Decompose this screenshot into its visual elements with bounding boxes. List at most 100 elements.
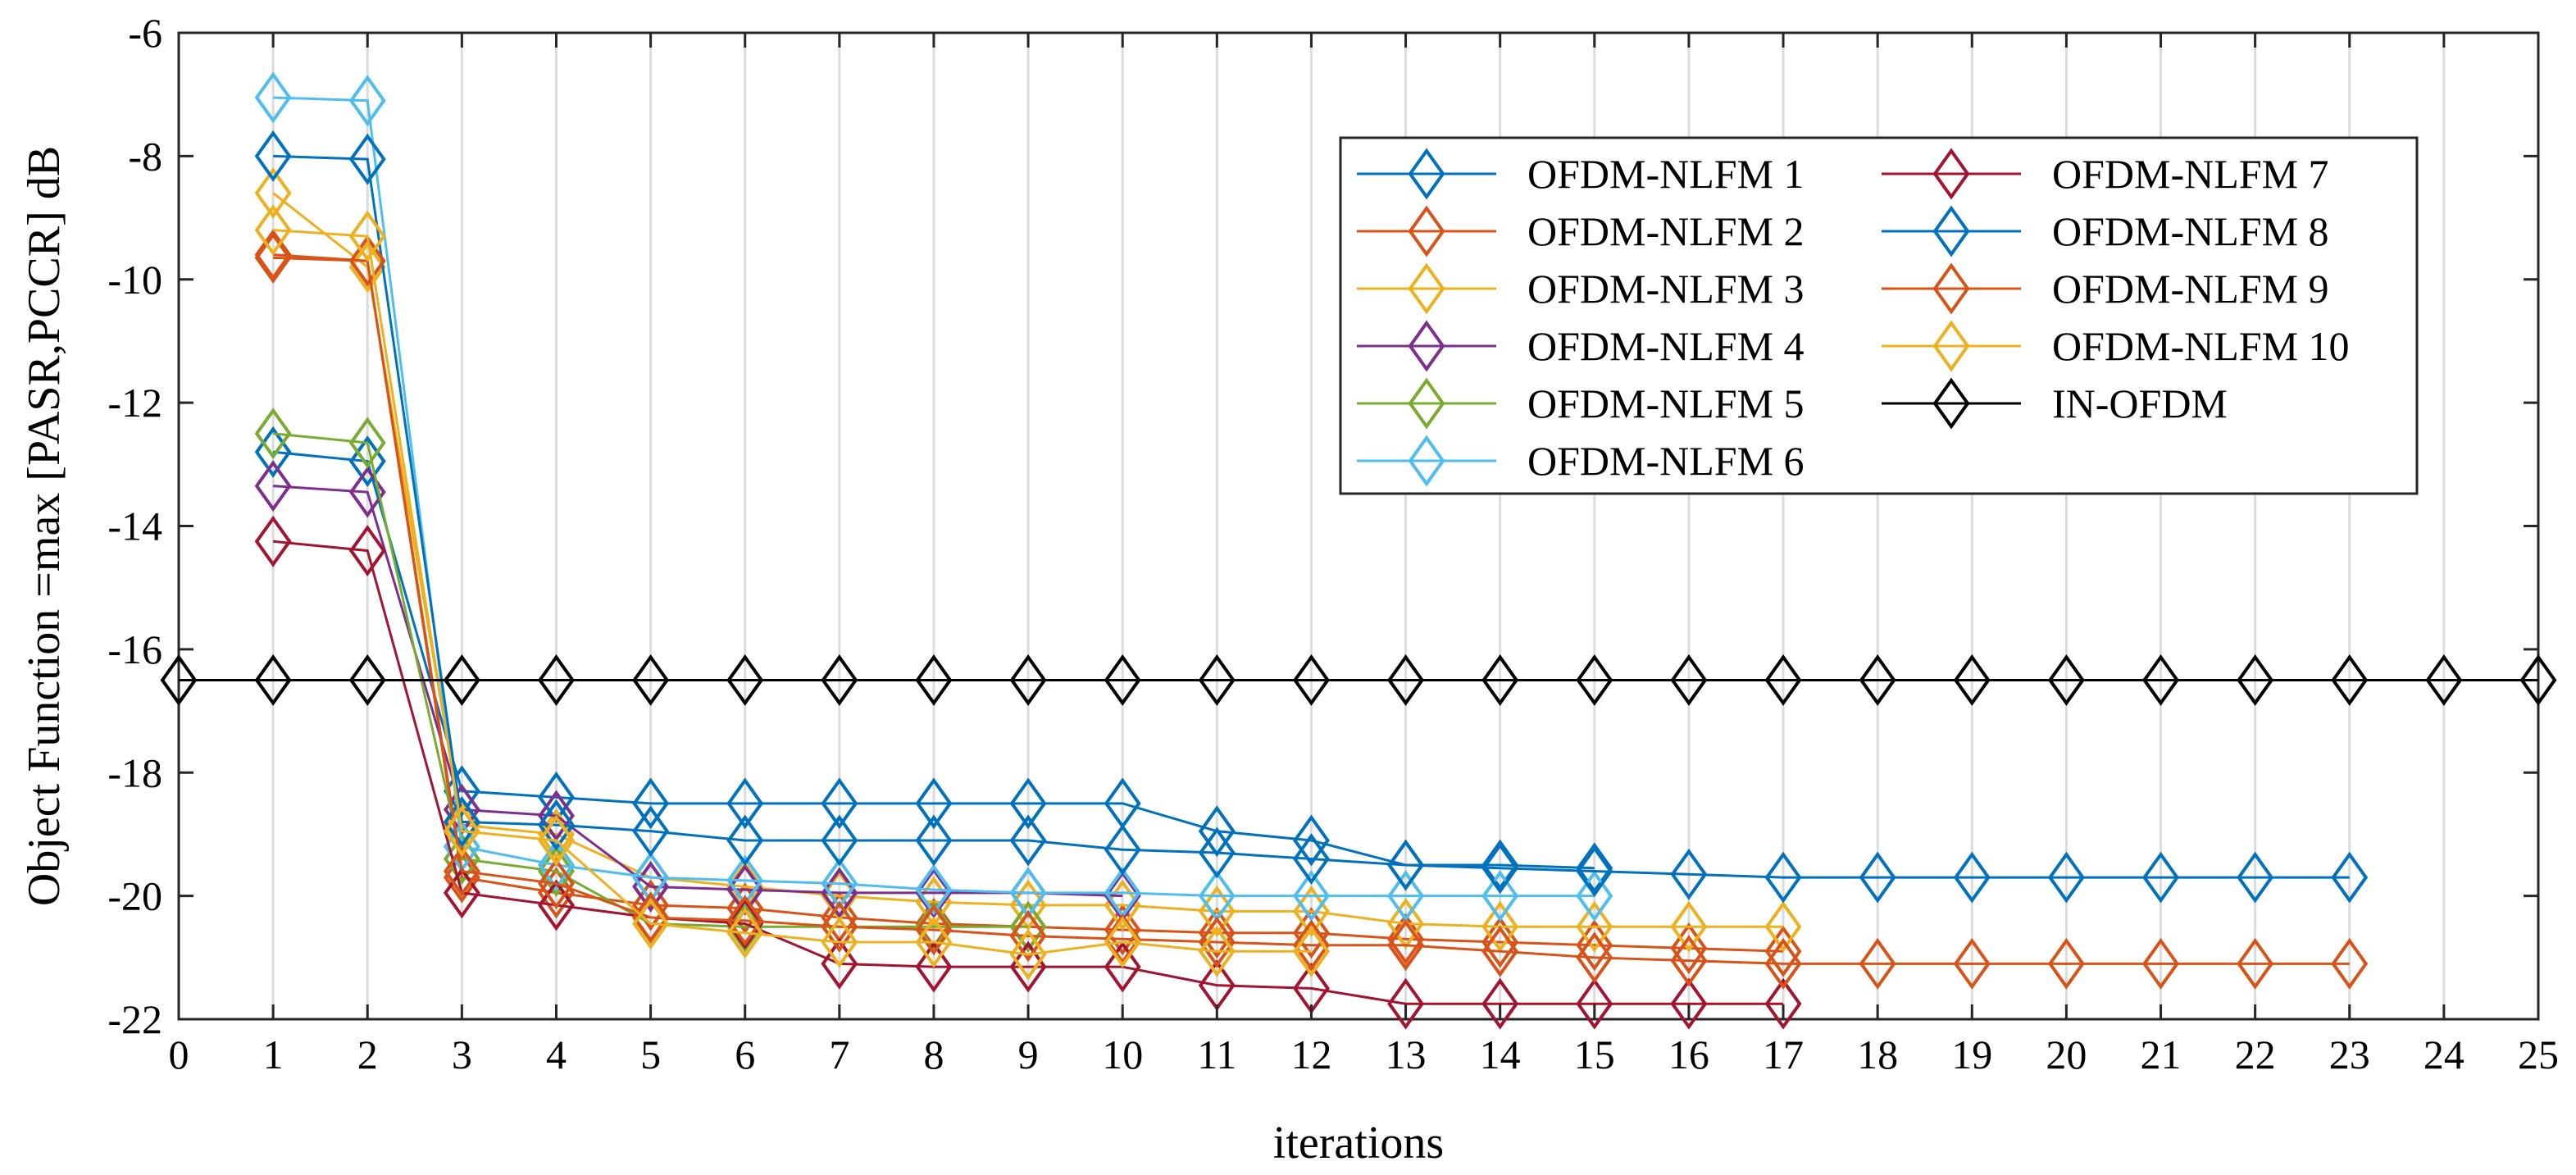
x-tick-label: 23 xyxy=(2329,1032,2370,1077)
legend-label: OFDM-NLFM 5 xyxy=(1527,380,1805,426)
data-point-marker xyxy=(1481,839,1519,891)
data-point-marker xyxy=(1292,870,1330,922)
x-tick-label: 1 xyxy=(263,1032,284,1077)
data-point-marker xyxy=(348,75,386,127)
data-point-marker xyxy=(538,858,575,910)
data-point-marker xyxy=(1009,928,1047,981)
data-point-marker xyxy=(1481,870,1519,922)
x-tick-label: 10 xyxy=(1102,1032,1143,1077)
x-tick-label: 9 xyxy=(1018,1032,1039,1077)
data-point-marker xyxy=(348,525,386,577)
data-point-marker xyxy=(254,229,292,281)
data-point-marker xyxy=(1104,913,1141,965)
legend-item: OFDM-NLFM 4 xyxy=(1357,320,1805,372)
legend-marker xyxy=(1932,148,1970,200)
legend-marker xyxy=(1408,205,1445,257)
data-point-marker xyxy=(1387,870,1425,922)
legend-box xyxy=(1339,136,2419,495)
data-point-marker xyxy=(1670,922,1708,974)
legend-item: OFDM-NLFM 7 xyxy=(1882,148,2329,200)
data-point-marker xyxy=(1104,823,1141,876)
data-point-marker xyxy=(726,898,764,950)
data-point-marker xyxy=(443,795,480,848)
data-point-marker xyxy=(915,876,953,928)
data-point-marker xyxy=(348,133,386,185)
data-point-marker xyxy=(1576,931,1613,984)
series-7 xyxy=(254,130,2369,904)
data-point-marker xyxy=(632,898,670,950)
data-point-marker xyxy=(1198,907,1236,959)
x-tick-label: 12 xyxy=(1290,1032,1331,1077)
data-point-marker xyxy=(1481,842,1519,895)
data-point-marker xyxy=(1104,654,1141,706)
y-tick-label: -20 xyxy=(107,873,162,919)
data-point-marker xyxy=(632,805,670,858)
data-point-marker xyxy=(2425,654,2463,706)
data-point-marker xyxy=(1104,940,1141,993)
legend-marker xyxy=(1408,262,1445,315)
legend-label: OFDM-NLFM 10 xyxy=(2052,323,2350,369)
x-tick-label: 14 xyxy=(1480,1032,1521,1077)
data-point-marker xyxy=(160,654,198,706)
data-point-marker xyxy=(1009,910,1047,962)
x-tick-label: 20 xyxy=(2046,1032,2087,1077)
data-point-marker xyxy=(1764,654,1802,706)
data-point-marker xyxy=(254,231,292,284)
data-point-marker xyxy=(538,799,575,851)
data-point-marker xyxy=(254,654,292,706)
data-point-marker xyxy=(2047,937,2085,990)
legend-label: OFDM-NLFM 7 xyxy=(2052,151,2329,197)
y-tick-label: -16 xyxy=(107,626,162,672)
data-point-marker xyxy=(1670,977,1708,1030)
data-point-marker xyxy=(2237,851,2274,904)
data-point-marker xyxy=(2519,654,2557,706)
data-point-marker xyxy=(1576,845,1613,897)
x-tick-label: 19 xyxy=(1951,1032,1992,1077)
data-point-marker xyxy=(254,408,292,460)
data-point-marker xyxy=(254,426,292,478)
legend-item: IN-OFDM xyxy=(1882,377,2228,430)
data-point-marker xyxy=(821,900,858,953)
data-point-marker xyxy=(538,790,575,842)
legend-marker xyxy=(1932,262,1970,315)
legend-marker xyxy=(1932,320,1970,372)
legend-label: OFDM-NLFM 2 xyxy=(1527,208,1805,254)
data-point-marker xyxy=(538,654,575,706)
series-line xyxy=(272,540,1784,1005)
data-point-marker xyxy=(1009,777,1047,830)
x-tick-label: 4 xyxy=(546,1032,567,1077)
x-tick-label: 17 xyxy=(1763,1032,1804,1077)
data-point-marker xyxy=(726,654,764,706)
data-point-marker xyxy=(1953,851,1991,904)
data-point-marker xyxy=(348,210,386,262)
x-tick-label: 24 xyxy=(2424,1032,2464,1077)
legend-label: OFDM-NLFM 9 xyxy=(2052,266,2329,312)
legend-label: OFDM-NLFM 8 xyxy=(2052,208,2329,254)
data-point-marker xyxy=(2237,937,2274,990)
legend-item: OFDM-NLFM 10 xyxy=(1882,320,2350,372)
data-point-marker xyxy=(2331,851,2369,904)
data-point-marker xyxy=(1292,925,1330,977)
y-tick-label: -18 xyxy=(107,749,162,795)
y-tick-label: -6 xyxy=(128,10,162,56)
data-point-marker xyxy=(1292,833,1330,885)
data-point-marker xyxy=(1292,919,1330,972)
legend-label: OFDM-NLFM 3 xyxy=(1527,266,1805,312)
data-point-marker xyxy=(1009,900,1047,953)
data-point-marker xyxy=(254,460,292,512)
legend-marker xyxy=(1408,435,1445,487)
data-point-marker xyxy=(348,654,386,706)
data-point-marker xyxy=(1481,900,1519,953)
y-tick-label: -14 xyxy=(107,503,162,549)
legend-marker xyxy=(1408,320,1445,372)
data-point-marker xyxy=(726,882,764,935)
x-tick-label: 8 xyxy=(923,1032,944,1077)
data-point-marker xyxy=(1764,851,1802,904)
y-tick-label: -8 xyxy=(128,133,162,179)
data-point-marker xyxy=(1764,925,1802,977)
x-tick-label: 6 xyxy=(735,1032,755,1077)
legend-marker xyxy=(1408,377,1445,430)
data-point-marker xyxy=(1764,900,1802,953)
data-point-marker xyxy=(254,71,292,124)
